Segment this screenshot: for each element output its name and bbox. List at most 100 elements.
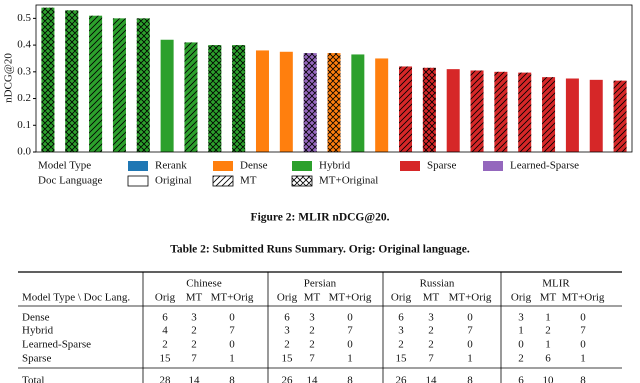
table-cell: 0 [347,339,353,351]
column-header: Orig [511,292,532,304]
column-header: Orig [391,292,412,304]
row-label: Dense [22,312,50,324]
table-cell: 6 [162,312,168,324]
legend-swatch [213,161,233,171]
bar [255,50,269,152]
table-cell: 2 [284,339,290,351]
table-cell: 3 [191,312,197,324]
table-cell: 6 [398,312,404,324]
bar-hatch [41,7,55,152]
legend-label: Hybrid [319,160,351,172]
table-cell: 1 [518,325,524,337]
table-caption: Table 2: Submitted Runs Summary. Orig: O… [170,244,470,256]
bar [160,39,174,152]
table-cell: 2 [191,325,197,337]
table-cell: 0 [229,339,235,351]
bar [589,79,603,152]
bar-hatch [613,80,627,152]
table-cell: 6 [545,353,551,365]
row-label: Learned-Sparse [22,339,91,351]
column-header: Orig [277,292,298,304]
table-cell: 1 [545,339,551,351]
table-cell: 7 [229,325,235,337]
legend-swatch [400,161,420,171]
bar [446,69,460,152]
legend-label: Learned-Sparse [510,160,579,172]
bar-hatch [494,71,508,152]
table-cell: 0 [347,312,353,324]
table-cell: 26 [282,375,294,383]
table-cell: 2 [191,339,197,351]
legend-swatch [128,161,148,171]
y-tick-label: 0.4 [17,39,31,51]
legend-label: Dense [240,160,268,172]
table-cell: 6 [518,375,524,383]
bar-hatch [303,53,317,152]
legend-label: MT [240,175,257,187]
table-cell: 8 [467,375,473,383]
column-header: MT+Orig [211,292,254,304]
table-cell: 3 [428,312,434,324]
corner-header: Model Type \ Doc Lang. [22,292,130,304]
y-tick-label: 0.3 [17,65,31,77]
table-cell: 0 [229,312,235,324]
y-tick-label: 0.0 [17,146,31,158]
table-cell: 0 [580,312,586,324]
table-cell: 2 [428,339,434,351]
table-cell: 2 [162,339,168,351]
table-cell: 1 [580,353,586,365]
row-label: Sparse [22,353,51,365]
table-cell: 3 [518,312,524,324]
table-cell: 14 [189,375,201,383]
column-header: MT+Orig [562,292,605,304]
table-cell: 7 [191,353,197,365]
legend-label: Rerank [155,160,187,172]
bar-hatch [136,18,150,153]
column-header: MT+Orig [449,292,492,304]
legend-label: MT+Original [319,175,378,187]
figure-caption: Figure 2: MLIR nDCG@20. [251,212,390,224]
table-cell: 7 [467,325,473,337]
bar [279,51,293,152]
table-cell: 2 [309,339,315,351]
table-cell: 26 [396,375,408,383]
legend-swatch [212,175,234,187]
legend-label: Sparse [427,160,456,172]
table-cell: 3 [284,325,290,337]
table-cell: 7 [428,353,434,365]
table-cell: 7 [309,353,315,365]
y-axis-label: nDCG@20 [3,53,15,103]
column-header: MT+Orig [329,292,372,304]
column-header: MT [423,292,440,304]
column-header: MT [304,292,321,304]
table-cell: 2 [309,325,315,337]
table-cell: 6 [284,312,290,324]
bar-hatch [518,72,532,152]
table-cell: 8 [347,375,353,383]
group-header: Persian [304,278,337,290]
y-tick-label: 0.1 [17,119,31,131]
table-cell: 28 [160,375,172,383]
bar-hatch [112,18,126,153]
table-cell: 1 [467,353,473,365]
table-cell: 0 [580,339,586,351]
bar [351,54,365,153]
y-tick-label: 0.2 [17,92,31,104]
table-cell: 14 [307,375,319,383]
legend-title: Doc Language [38,175,103,187]
legend-label: Original [155,175,192,187]
bar-hatch [422,67,436,152]
bar-hatch [470,70,484,152]
legend-swatch [292,161,312,171]
table-cell: 7 [347,325,353,337]
bar [565,78,579,152]
bar-hatch [542,77,556,152]
group-header: MLIR [542,278,570,290]
legend-swatch [483,161,503,171]
row-label: Hybrid [22,325,54,337]
bar-hatch [399,66,413,152]
y-tick-label: 0.5 [17,12,31,24]
table-cell: 4 [162,325,168,337]
